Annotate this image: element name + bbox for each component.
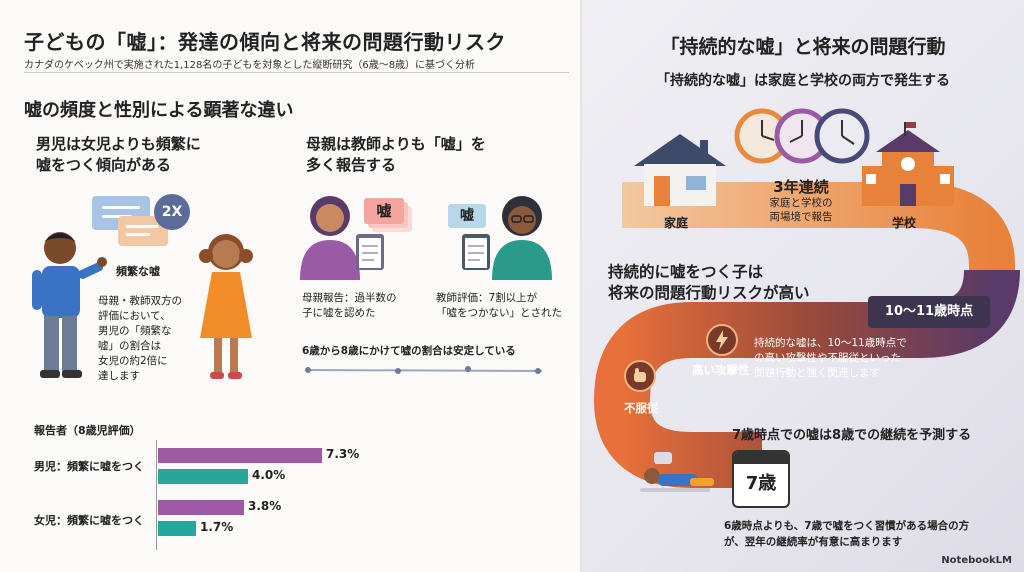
risk-heading: 持続的に嘘をつく子は 将来の問題行動リスクが高い xyxy=(608,262,810,304)
girl-icon xyxy=(199,234,253,379)
boys-desc-line: 達します xyxy=(98,370,140,382)
boys-desc-line: 母親・教師双方の xyxy=(98,295,182,307)
mothers-heading-line2: 多く報告する xyxy=(306,156,397,174)
bar-teacher-1 xyxy=(158,521,196,536)
boys-heading: 男児は女児よりも頻繁に 嘘をつく傾向がある xyxy=(36,134,201,176)
mother-note: 母親報告：過半数の 子に嘘を認めた xyxy=(302,291,397,321)
double-badge: 2X xyxy=(154,194,190,230)
three-years-label: 3年連続 xyxy=(773,178,829,196)
teacher-note-line: 「嘘をつかない」とされた xyxy=(436,307,562,319)
bar-teacher-0 xyxy=(158,469,248,484)
bar-value-label: 7.3% xyxy=(326,447,360,461)
risk-desc-line: 問題行動と強く関連します xyxy=(754,367,880,379)
school-icon xyxy=(862,122,954,206)
lightning-icon xyxy=(706,324,738,356)
bar-value-label: 1.7% xyxy=(200,520,234,534)
lie-card-teacher: 嘘 xyxy=(448,204,486,228)
teacher-note: 教師評価：7割以上が 「嘘をつかない」とされた xyxy=(436,291,562,321)
predict-title: 7歳時点での嘘は8歳での継続を予測する xyxy=(732,428,972,443)
home-icon xyxy=(634,134,726,206)
predict-desc-line: が、翌年の継続率が有意に高まります xyxy=(724,536,903,548)
right-panel: 「持続的な嘘」と将来の問題行動 「持続的な嘘」は家庭と学校の両方で発生する 家庭 xyxy=(582,0,1024,572)
bar-mother-0 xyxy=(158,448,322,463)
left-panel: 子どもの「嘘」：発達の傾向と将来の問題行動リスク カナダのケベック州で実施された… xyxy=(24,0,582,572)
risk-desc-line: 持続的な嘘は、10〜11歳時点で xyxy=(754,337,907,349)
teacher-icon xyxy=(462,196,552,280)
lie-card-mother: 嘘 xyxy=(364,198,404,224)
mother-note-line: 子に嘘を認めた xyxy=(302,307,376,319)
boys-description: 母親・教師双方の 評価において、 男児の「頻繁な 嘘」の割合は 女児の約2倍に … xyxy=(98,294,182,384)
mother-note-line: 母親報告：過半数の xyxy=(302,292,397,304)
mother-icon xyxy=(300,196,384,280)
bar-mother-1 xyxy=(158,500,244,515)
three-years-desc-line: 家庭と学校の xyxy=(769,197,833,209)
calendar-label: 7歳 xyxy=(745,473,777,494)
main-title: 子どもの「嘘」：発達の傾向と将来の問題行動リスク xyxy=(24,30,506,54)
age-badge: 10〜11歳時点 xyxy=(868,296,990,328)
stable-trend-line xyxy=(305,366,543,374)
divider xyxy=(24,72,569,73)
boys-desc-line: 女児の約2倍に xyxy=(98,355,168,367)
risk-description: 持続的な嘘は、10〜11歳時点で の高い攻撃性や不服従といった 問題行動と強く関… xyxy=(754,336,907,381)
panel-separator xyxy=(580,0,582,572)
home-label: 家庭 xyxy=(664,216,689,230)
right-subtitle: 「持続的な嘘」は家庭と学校の両方で発生する xyxy=(656,73,950,89)
aggression-label: 高い攻撃性 xyxy=(692,363,750,377)
chart-row-label-boys: 男児：頻繁に嘘をつく xyxy=(34,460,144,473)
defiance-label: 不服従 xyxy=(624,401,659,415)
bar-value-label: 4.0% xyxy=(252,468,286,482)
section-title: 嘘の頻度と性別による顕著な違い xyxy=(24,100,294,121)
boys-desc-line: 評価において、 xyxy=(98,310,171,322)
risk-heading-line1: 持続的に嘘をつく子は xyxy=(608,263,764,281)
mothers-heading-line1: 母親は教師よりも「嘘」を xyxy=(306,135,486,153)
clock-icon xyxy=(734,108,870,164)
boy-icon xyxy=(32,232,107,378)
stable-note: 6歳から8歳にかけて嘘の割合は安定している xyxy=(302,345,516,357)
fist-icon xyxy=(624,360,656,392)
school-label: 学校 xyxy=(892,216,917,230)
predict-desc-line: 6歳時点よりも、7歳で嘘をつく習慣がある場合の方 xyxy=(724,520,970,532)
chart-axis xyxy=(156,440,157,550)
chart-header: 報告者（8歳児評価） xyxy=(34,424,141,437)
notebooklm-logo: NotebookLM xyxy=(941,555,1012,566)
chart-row-label-girls: 女児：頻繁に嘘をつく xyxy=(34,514,144,527)
three-years-desc: 家庭と学校の 両場境で報告 xyxy=(752,196,850,224)
boys-heading-line2: 嘘をつく傾向がある xyxy=(36,156,172,174)
child-lying-icon xyxy=(640,452,714,492)
boys-desc-line: 男児の「頻繁な xyxy=(98,325,172,337)
boys-desc-line: 嘘」の割合は xyxy=(98,340,161,352)
predict-description: 6歳時点よりも、7歳で嘘をつく習慣がある場合の方 が、翌年の継続率が有意に高まり… xyxy=(724,518,969,550)
mothers-heading: 母親は教師よりも「嘘」を 多く報告する xyxy=(306,134,486,176)
right-title: 「持続的な嘘」と将来の問題行動 xyxy=(660,36,946,58)
risk-desc-line: の高い攻撃性や不服従といった xyxy=(754,352,901,364)
three-years-desc-line: 両場境で報告 xyxy=(769,211,833,223)
bar-value-label: 3.8% xyxy=(248,499,282,513)
frequent-lie-label: 頻繁な嘘 xyxy=(116,265,160,278)
teacher-note-line: 教師評価：7割以上が xyxy=(436,292,538,304)
main-subtitle: カナダのケベック州で実施された1,128名の子どもを対象とした縦断研究（6歳〜8… xyxy=(24,60,476,71)
calendar-icon: 7歳 xyxy=(732,450,790,508)
boys-heading-line1: 男児は女児よりも頻繁に xyxy=(36,135,201,153)
risk-heading-line2: 将来の問題行動リスクが高い xyxy=(608,284,810,302)
